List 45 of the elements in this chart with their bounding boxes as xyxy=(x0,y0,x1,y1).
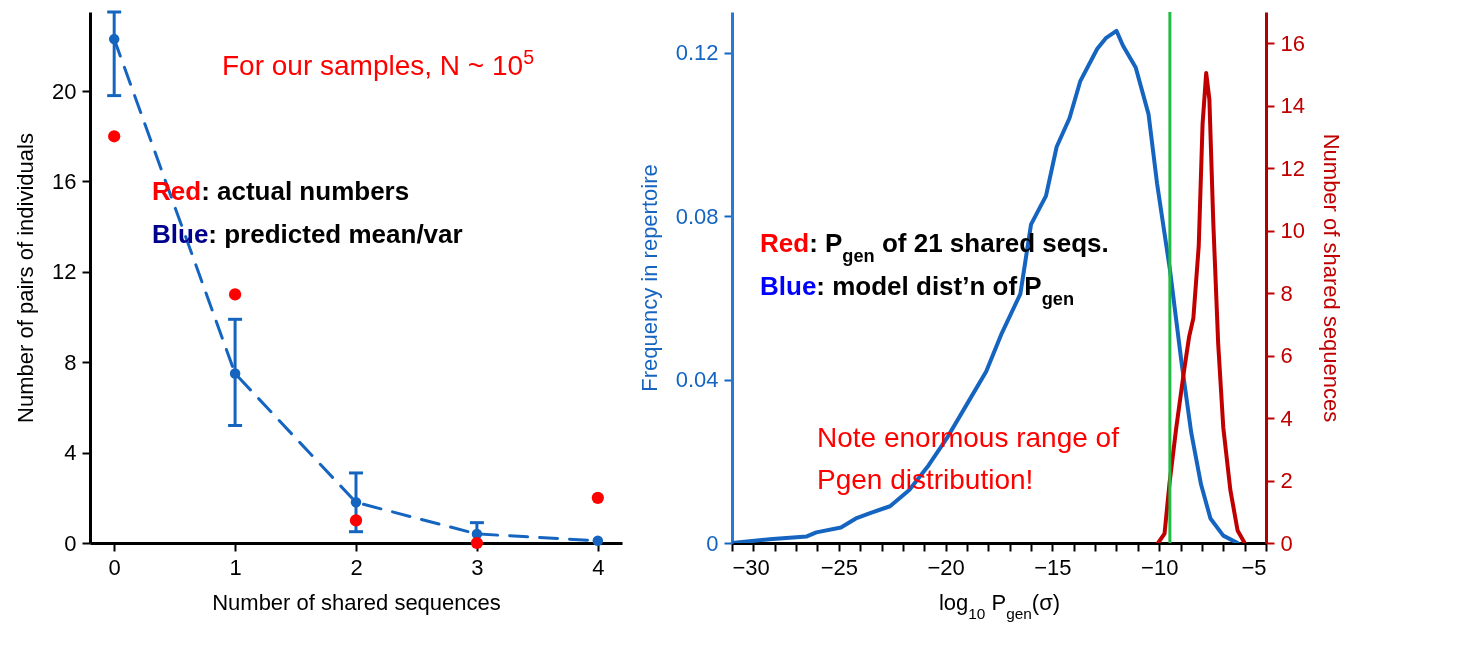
point xyxy=(228,288,242,301)
point xyxy=(592,535,604,546)
annotation: Blue: model dist’n of P$_{gen}$ xyxy=(760,271,1075,309)
x-tick-label: 3 xyxy=(471,554,484,580)
x-tick-label: −15 xyxy=(1034,554,1072,580)
y-tick-label: 0.12 xyxy=(675,40,719,66)
line-series xyxy=(1156,70,1247,543)
y2-tick-label: 6 xyxy=(1280,343,1293,369)
point xyxy=(591,491,604,504)
y2-tick-label: 10 xyxy=(1280,218,1305,244)
y2-tick-label: 12 xyxy=(1280,155,1305,181)
y2-tick-label: 8 xyxy=(1280,280,1293,306)
x-tick-label: 0 xyxy=(108,554,121,580)
y-tick-label: 0.04 xyxy=(675,367,719,393)
x-tick-label: 2 xyxy=(350,554,363,580)
y-tick-label: 8 xyxy=(64,349,77,375)
x-tick-label: −30 xyxy=(732,554,770,580)
x-tick-label: 4 xyxy=(592,554,605,580)
y-tick-label: 12 xyxy=(52,259,77,285)
point xyxy=(349,514,363,527)
y-tick-label: 4 xyxy=(64,440,77,466)
annotation: Blue: predicted mean/var xyxy=(152,219,463,249)
y-tick-label: 0.08 xyxy=(675,203,719,229)
y-tick-label: 16 xyxy=(52,168,77,194)
y2-tick-label: 14 xyxy=(1280,93,1305,119)
y2-tick-label: 0 xyxy=(1280,530,1293,556)
y-tick-label: 0 xyxy=(706,530,719,556)
y-tick-label: 0 xyxy=(64,530,77,556)
x-tick-label: −20 xyxy=(927,554,965,580)
point xyxy=(470,536,484,550)
x-tick-label: 1 xyxy=(229,554,242,580)
y-axis-title: Number of pairs of individuals xyxy=(13,133,39,423)
y2-tick-label: 4 xyxy=(1280,405,1293,431)
x-axis-title: log$_{10}$ P$_{gen}$(σ) xyxy=(938,589,1061,621)
y-axis-title: Frequency in repertoire xyxy=(636,164,662,392)
point xyxy=(108,130,121,143)
x-axis-title: Number of shared sequences xyxy=(212,589,501,615)
y-tick-label: 20 xyxy=(52,78,77,104)
y2-tick-label: 2 xyxy=(1280,468,1293,494)
annotation: For our samples, N ~ 10$^{5}$ xyxy=(222,46,535,81)
y2-axis-title: Number of shared sequences xyxy=(1318,133,1344,423)
x-tick-label: −10 xyxy=(1141,554,1179,580)
x-tick-label: −5 xyxy=(1241,554,1267,580)
y2-tick-label: 16 xyxy=(1280,30,1305,56)
x-tick-label: −25 xyxy=(820,554,858,580)
